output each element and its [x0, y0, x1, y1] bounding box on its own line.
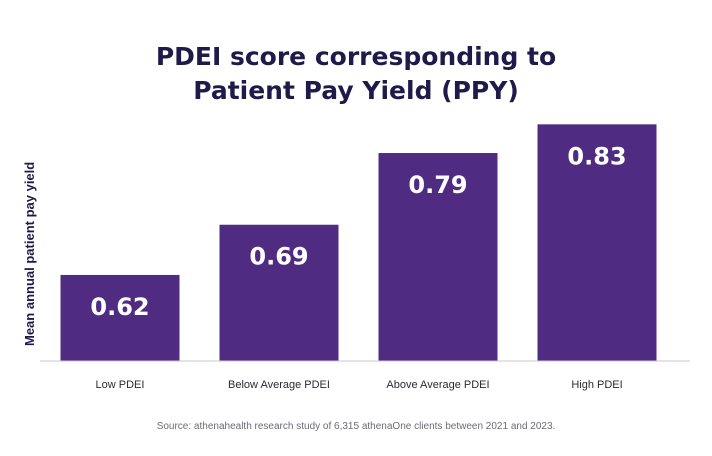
bar-series: 0.62 0.69 0.79 0.83 [60, 124, 657, 361]
bar-2 [219, 224, 339, 361]
chart-title-line-1: PDEI score corresponding to [155, 42, 557, 71]
x-tick-label-4: High PDEI [571, 379, 622, 391]
bar-value-label-1: 0.62 [90, 293, 149, 321]
bar-value-label-2: 0.69 [249, 243, 308, 271]
source-note: Source: athenahealth research study of 6… [156, 421, 556, 432]
bar-1 [60, 274, 180, 361]
bar-4 [537, 124, 657, 361]
bar-value-label-3: 0.79 [408, 171, 467, 199]
x-tick-label-1: Low PDEI [96, 379, 145, 391]
bar-value-label-4: 0.83 [567, 142, 626, 170]
bar-3 [378, 153, 498, 361]
x-tick-labels: Low PDEI Below Average PDEI Above Average … [96, 379, 623, 391]
chart-title-line-2: Patient Pay Yield (PPY) [193, 76, 519, 105]
chart-title: PDEI score corresponding to Patient Pay … [0, 40, 712, 108]
x-tick-label-3: Above Average PDEI [386, 379, 489, 391]
x-tick-label-2: Below Average PDEI [228, 379, 330, 391]
